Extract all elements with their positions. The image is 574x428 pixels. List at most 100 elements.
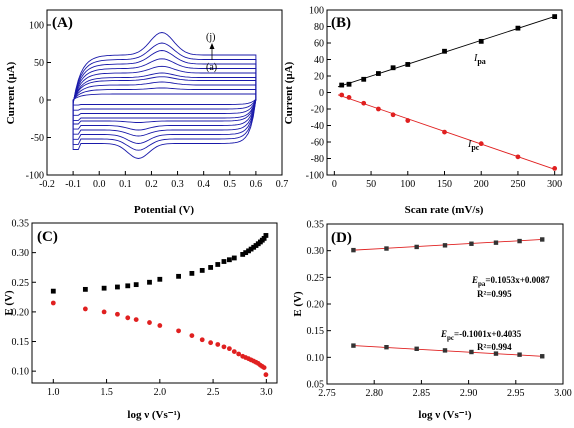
panel-c-epa-point [246, 248, 251, 254]
panel-c-epa-point [208, 265, 214, 270]
panel-d-r2-pc: R²=0.994 [477, 342, 512, 352]
panel-c-frame [31, 222, 278, 384]
panel-c-epc-point [115, 311, 120, 317]
panel-c-epc-point [199, 337, 205, 343]
panel-d-epc-point [517, 352, 522, 357]
panel-c-epc-point [208, 340, 214, 346]
panel-c-epc-point [133, 317, 139, 322]
panel-c-epa-point [133, 282, 139, 288]
panel-a-label: (A) [52, 15, 73, 31]
panel-d-epc-point [442, 348, 448, 353]
panel-b-ipc-point [478, 141, 484, 147]
panel-b: (B) 0 50 100 150 200 250 300 -100 -80 -60 -40 -20 0 2… [283, 6, 563, 216]
panel-d-ytick-label: 0.05 [307, 380, 325, 391]
panel-a-frame [46, 9, 283, 176]
panel-c-epa-point [50, 288, 56, 294]
panel-c-epa-point [215, 262, 221, 267]
panel-a-xtick-label: 0.6 [250, 179, 263, 190]
panel-b-ytick-label: -100 [306, 171, 324, 182]
panel-d-xtick-label: 2.90 [460, 388, 478, 399]
panel-a-cv-curve [72, 87, 257, 111]
panel-c-epc-point [147, 320, 152, 325]
panel-d-r2-pa: R²=0.995 [477, 289, 512, 299]
panel-d-epc-point [414, 346, 419, 351]
panel-d-ytick-label: 0.35 [307, 220, 325, 231]
panel-b-ipc-point [376, 106, 381, 112]
panel-d-epa-point [442, 243, 448, 248]
panel-a-cv-curve [72, 32, 257, 159]
panel-a-xtick-label: -0.1 [65, 179, 81, 190]
panel-b-ytick-label: -40 [311, 121, 324, 132]
panel-d-epa-point [517, 238, 522, 244]
panel-b-ipa-point [405, 62, 411, 67]
panel-d-axes: 2.75 2.80 2.85 2.90 2.95 3.00 0.05 0.10 0.15 0.20… [307, 220, 572, 400]
panel-d-epa-point [540, 237, 545, 242]
panel-a-xlabel: Potential (V) [134, 204, 195, 216]
panel-d-xtick-label: 2.80 [365, 388, 383, 399]
panel-c-ytick-label: 0.10 [12, 367, 30, 378]
panel-c-epc-point [82, 306, 88, 312]
panel-b-ytick-label: 80 [314, 22, 324, 33]
panel-c-epa-point [263, 233, 269, 238]
panel-a-xtick-label: 0.7 [276, 179, 289, 190]
panel-b-xtick-label: 50 [366, 179, 376, 190]
panel-b-ytick-label: 60 [314, 39, 324, 50]
panel-c-ytick-label: 0.20 [12, 307, 30, 318]
panel-a-curves [72, 32, 257, 159]
panel-c-epc-point [157, 323, 163, 328]
panel-b-ipa-point [552, 14, 558, 19]
panel-a: (A) -0.2 -0.1 0.0 0.1 0.2 0.3 0.4 0.5 0.6 0.7 -100… [5, 9, 289, 216]
panel-b-ytick-label: -60 [311, 138, 324, 149]
panel-a-cv-curve [72, 93, 257, 106]
panel-b-ipa-point [442, 48, 447, 54]
panel-c-xtick-label: 2.5 [207, 387, 220, 398]
panel-c-epa-point [115, 284, 120, 290]
panel-b-xtick-label: 0 [332, 179, 337, 190]
panel-c-epc-point [50, 300, 56, 306]
panel-b-xlabel: Scan rate (mV/s) [405, 204, 484, 216]
panel-b-axes: 0 50 100 150 200 250 300 -100 -80 -60 -40 -20 0 20 40 6… [306, 6, 563, 191]
panel-c-epa-point [243, 250, 249, 256]
panel-b-ytick-label: 100 [309, 6, 324, 17]
panel-c-epa-point [240, 252, 246, 257]
panel-d-epa-point [469, 241, 474, 246]
panel-c-epa-point [231, 255, 237, 261]
panel-c-xtick-label: 1.5 [100, 387, 113, 398]
panel-c-epa-point [226, 257, 232, 263]
panel-a-xtick-label: 0.1 [119, 179, 132, 190]
panel-d-xtick-label: 2.75 [318, 388, 336, 399]
panel-a-ytick-label: -50 [31, 133, 44, 144]
panel-d-ytick-label: 0.30 [307, 246, 325, 257]
panel-b-ipc-point [442, 129, 447, 135]
panel-c-epa-point [189, 270, 195, 276]
panel-c-ytick-label: 0.30 [12, 248, 30, 259]
panel-c-epc-point [221, 344, 227, 350]
panel-a-arrow-head [209, 43, 215, 49]
panel-c-axes: 1.0 1.5 2.0 2.5 3.0 0.10 0.15 0.20 0.25 0.30 0.35 [12, 219, 273, 399]
panel-d-ytick-label: 0.15 [307, 326, 325, 337]
panel-d-epa-point [351, 247, 356, 253]
panel-c-xlabel: log ν (Vs⁻¹) [127, 409, 180, 421]
panel-a-ytick-label: 0 [39, 96, 44, 107]
panel-a-xtick-label: 0.3 [171, 179, 184, 190]
panel-a-xtick-label: 0.2 [145, 179, 158, 190]
panel-d-epa-point [384, 246, 389, 251]
panel-d-epc-point [540, 354, 545, 359]
panel-d-epc-point [493, 351, 499, 356]
panel-a-axes: -0.2 -0.1 0.0 0.1 0.2 0.3 0.4 0.5 0.6 0.7 -100 -50 0… [26, 21, 289, 191]
panel-d-equation-pc: Epc=-0.1001x+0.4035 [440, 329, 522, 342]
panel-b-ipa-point [478, 38, 484, 44]
panel-a-xtick-label: -0.2 [39, 179, 55, 190]
panel-b-xtick-label: 250 [510, 179, 525, 190]
panel-d-label: (D) [331, 230, 352, 246]
panel-b-ytick-label: -80 [311, 154, 324, 165]
panel-c-plot [50, 233, 269, 378]
panel-c-ytick-label: 0.35 [12, 219, 30, 230]
panel-d-frame [326, 223, 564, 385]
panel-b-ipa-point [390, 65, 396, 71]
panel-c-ytick-label: 0.15 [12, 337, 30, 348]
panel-b-ipc-point [390, 112, 396, 118]
panel-c-epc-point [189, 333, 195, 338]
panel-b-plot [337, 14, 558, 171]
